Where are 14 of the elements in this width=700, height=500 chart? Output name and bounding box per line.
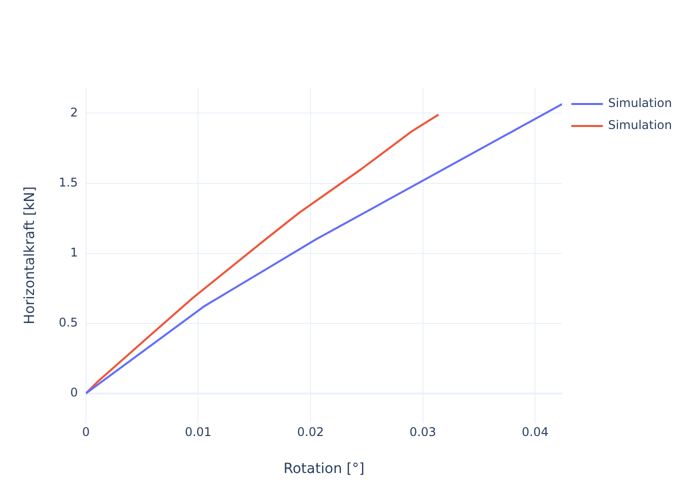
x-tick-label: 0.02: [297, 425, 324, 440]
x-tick-label: 0.04: [522, 425, 548, 440]
y-axis-title: Horizontalkraft [kN]: [22, 186, 38, 324]
y-tick-label: 0: [70, 386, 78, 400]
y-tick-label: 1: [70, 245, 78, 260]
x-tick-label: 0.03: [409, 425, 436, 440]
x-tick-label: 0: [82, 425, 90, 440]
x-axis-title: Rotation [°]: [284, 461, 364, 478]
y-tick-label: 2: [70, 105, 78, 120]
legend-label: Simulation: [608, 96, 672, 110]
x-tick-label: 0.01: [184, 425, 212, 440]
y-tick-label: 1.5: [58, 175, 78, 190]
legend-label: Simulation: [608, 118, 672, 132]
y-tick-label: 0.5: [58, 315, 78, 330]
